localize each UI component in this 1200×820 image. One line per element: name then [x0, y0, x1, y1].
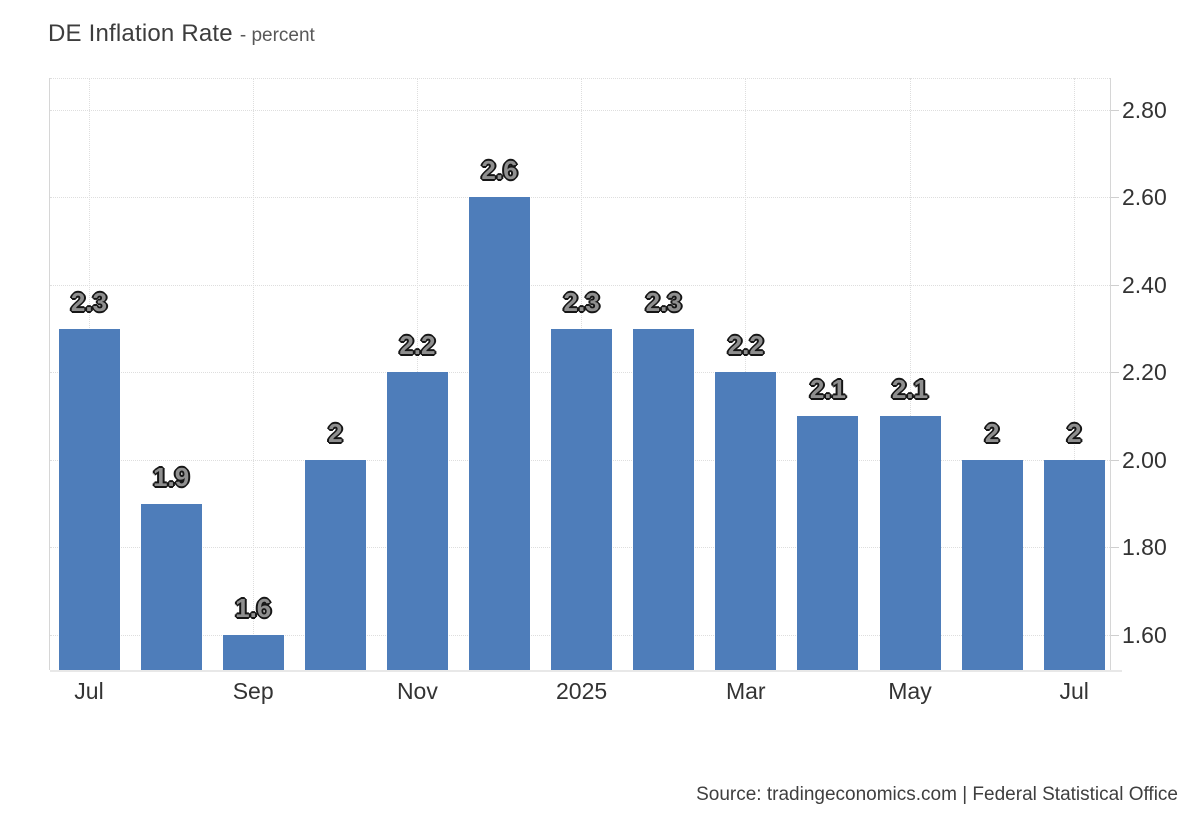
x-axis-label: Sep: [232, 678, 274, 704]
x-axis-line: [50, 670, 1122, 672]
bar-value-label: 2.3: [645, 286, 682, 317]
x-gridline: [1073, 78, 1075, 670]
y-axis-label: 2.60: [1122, 184, 1167, 211]
bar[interactable]: [222, 634, 284, 670]
y-axis-tick: [1110, 459, 1119, 461]
y-axis-label: 2.40: [1122, 271, 1167, 298]
x-axis-label: Jul: [74, 678, 104, 704]
x-gridline: [909, 78, 911, 670]
x-axis-label: May: [888, 678, 932, 704]
y-axis-tick: [1110, 547, 1119, 549]
bar-value-label: 2.3: [563, 286, 600, 317]
bar-value-label: 1.9: [153, 461, 190, 492]
bar-value-label: 2.1: [809, 374, 846, 405]
y-axis-line-left: [49, 78, 50, 670]
bar-value-label: 2: [1066, 417, 1082, 448]
y-axis-label: 1.80: [1122, 534, 1167, 561]
y-axis-label: 2.00: [1122, 446, 1167, 473]
y-axis-tick: [1110, 109, 1119, 111]
y-axis-label: 1.60: [1122, 621, 1167, 648]
y-gridline: [50, 197, 1110, 199]
bar[interactable]: [304, 459, 366, 670]
y-axis-line-right: [1110, 78, 1111, 670]
bar-value-label: 2: [984, 417, 1000, 448]
x-axis-label: 2025: [556, 678, 608, 704]
bar[interactable]: [469, 197, 530, 670]
bar[interactable]: [551, 328, 613, 670]
chart-title: DE Inflation Rate: [48, 20, 233, 47]
bar-value-label: 2.3: [70, 286, 108, 317]
bar-value-label: 2.1: [891, 374, 929, 405]
bar[interactable]: [633, 328, 695, 670]
y-axis-tick: [1110, 197, 1119, 199]
bar[interactable]: [961, 459, 1023, 670]
bar-value-label: 2.2: [727, 330, 764, 361]
bar[interactable]: [797, 416, 859, 670]
bar-value-label: 2.2: [399, 330, 436, 361]
bar[interactable]: [715, 372, 777, 670]
y-axis-tick: [1110, 634, 1119, 636]
y-gridline: [50, 109, 1110, 111]
y-axis-tick: [1110, 372, 1119, 374]
y-axis-label: 2.80: [1122, 96, 1167, 123]
bar-value-label: 2: [328, 417, 343, 448]
chart-header: DE Inflation Rate - percent: [48, 20, 315, 48]
x-axis-label: Mar: [725, 678, 766, 704]
plot-top-border: [50, 78, 1110, 79]
bar-value-label: 2.6: [481, 155, 518, 186]
bar[interactable]: [386, 372, 448, 670]
y-axis-label: 2.20: [1122, 359, 1167, 386]
bar[interactable]: [58, 328, 120, 670]
x-gridline: [252, 78, 254, 670]
x-axis-label: Nov: [396, 678, 438, 704]
bar-value-label: 1.6: [235, 592, 272, 623]
x-axis-label: Jul: [1059, 678, 1089, 704]
y-axis-tick: [1110, 284, 1119, 286]
y-gridline: [50, 284, 1110, 286]
bar[interactable]: [140, 503, 202, 670]
source-note: Source: tradingeconomics.com | Federal S…: [696, 784, 1178, 805]
chart-subtitle: - percent: [239, 25, 315, 46]
bar[interactable]: [1043, 459, 1105, 670]
bar[interactable]: [879, 416, 941, 670]
